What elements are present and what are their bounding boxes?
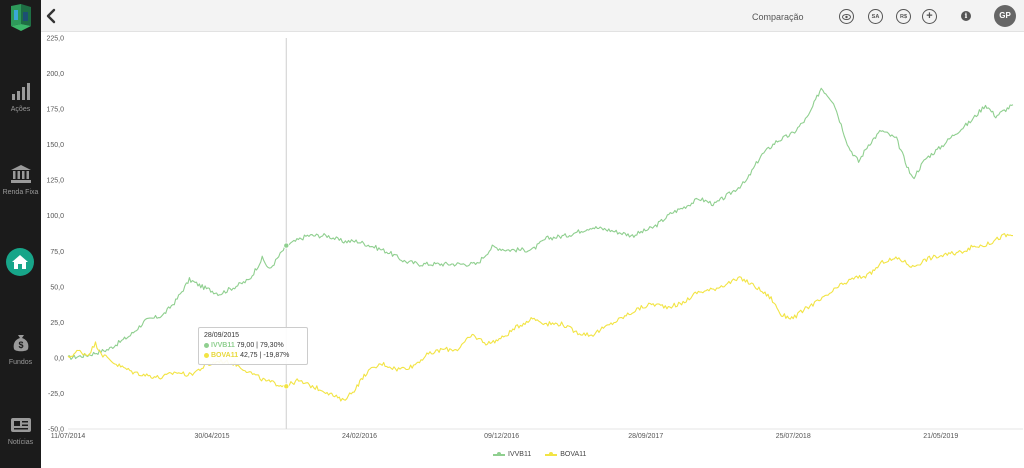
x-tick-label: 21/05/2019 (923, 433, 958, 440)
chart-legend: IVVB11 BOVA11 (493, 451, 586, 458)
sa-icon: SA (871, 13, 880, 20)
info-icon[interactable]: i (961, 11, 971, 21)
newspaper-icon (10, 418, 31, 432)
tooltip-series-name: IVVB11 (211, 342, 235, 349)
sidebar-item-acoes[interactable]: Ações (0, 82, 41, 113)
legend-swatch-icon (545, 451, 558, 456)
crosshair-marker-ivvb11 (283, 242, 290, 249)
y-tick-label: 50,0 (50, 284, 64, 291)
svg-text:$: $ (18, 340, 23, 350)
tooltip-series-name: BOVA11 (211, 352, 239, 359)
x-tick-label: 09/12/2016 (484, 433, 519, 440)
tooltip-date: 28/09/2015 (204, 332, 240, 339)
sidebar: Ações Renda Fixa $ Fundo (0, 0, 41, 468)
y-tick-label: 225,0 (46, 36, 64, 43)
tooltip-series-value: 42,75 (240, 352, 258, 359)
legend-label: BOVA11 (560, 451, 587, 458)
back-arrow-icon[interactable] (43, 7, 59, 25)
sidebar-item-label: Ações (10, 106, 31, 113)
legend-item-bova11[interactable]: BOVA11 (545, 451, 586, 458)
y-tick-label: 75,0 (50, 249, 64, 256)
legend-swatch-icon (493, 451, 505, 456)
money-bag-icon: $ (13, 335, 28, 352)
tooltip-series-pct: 79,30% (259, 342, 284, 349)
plus-icon: + (926, 10, 933, 22)
x-tick-label: 25/07/2018 (776, 433, 811, 440)
y-tick-label: 175,0 (46, 107, 64, 114)
add-comparison-button[interactable]: + (922, 9, 937, 24)
series-line-bova11 (67, 233, 1013, 402)
tooltip-series-value: 79,00 (236, 342, 255, 349)
top-bar: Comparação SA R$ + i GP (41, 0, 1024, 32)
sidebar-item-label: Notícias (7, 439, 34, 446)
sidebar-item-noticias[interactable]: Notícias (0, 417, 41, 446)
x-tick-label: 30/04/2015 (195, 433, 230, 440)
y-tick-label: 150,0 (46, 142, 64, 149)
y-tick-label: -25,0 (48, 391, 64, 398)
series-line-ivvb11 (67, 87, 1014, 360)
sa-button[interactable]: SA (868, 9, 883, 24)
home-icon (12, 255, 28, 269)
y-tick-label: 100,0 (46, 213, 64, 220)
y-tick-label: -50,0 (48, 427, 64, 434)
avatar[interactable]: GP (994, 5, 1016, 27)
performance-chart: 225,0 200,0 175,0 150,0 125,0 100,0 75,0 50,0 25… (46, 36, 1023, 440)
bank-icon (10, 165, 31, 183)
x-tick-label: 11/07/2014 (51, 433, 86, 440)
y-tick-label: 0,0 (54, 355, 64, 362)
series-dot-icon (204, 352, 209, 358)
compare-label: Comparação (752, 12, 804, 22)
tooltip-row-bova11: BOVA11 42,75 | -19,87% (204, 351, 302, 361)
rs-icon: R$ (899, 13, 908, 20)
x-tick-label: 24/02/2016 (342, 433, 377, 440)
logo-icon[interactable] (8, 4, 34, 32)
eye-icon (842, 13, 851, 20)
currency-button[interactable]: R$ (896, 9, 911, 24)
y-tick-label: 25,0 (50, 320, 64, 327)
sidebar-item-fundos[interactable]: $ Fundos (0, 333, 41, 366)
chart-tooltip: 28/09/2015 IVVB11 79,00 | 79,30% BOVA11 … (198, 327, 308, 365)
x-tick-label: 28/09/2017 (628, 433, 663, 440)
y-tick-label: 125,0 (46, 178, 64, 185)
y-tick-label: 200,0 (46, 71, 64, 78)
sidebar-item-renda-fixa[interactable]: Renda Fixa (0, 165, 41, 196)
series-dot-icon (204, 342, 209, 348)
crosshair-marker-bova11 (283, 383, 290, 390)
toggle-visibility-button[interactable] (839, 9, 854, 24)
tooltip-row-ivvb11: IVVB11 79,00 | 79,30% (204, 341, 302, 351)
sidebar-item-home[interactable] (6, 248, 34, 276)
sidebar-item-label: Fundos (8, 359, 33, 366)
bar-chart-icon (11, 83, 30, 100)
sidebar-item-label: Renda Fixa (2, 189, 39, 196)
tooltip-series-pct: -19,87% (263, 352, 290, 359)
legend-item-ivvb11[interactable]: IVVB11 (493, 451, 531, 458)
legend-label: IVVB11 (508, 451, 532, 458)
